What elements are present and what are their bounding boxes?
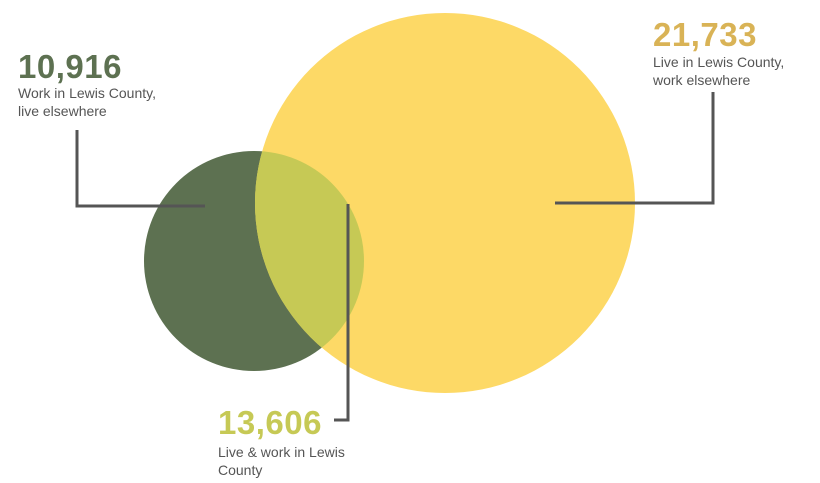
work-in-county-description-line1: Work in Lewis County, (18, 85, 156, 101)
leader-line-live-and-work (334, 204, 350, 422)
leader-line-live-in-county (555, 92, 715, 205)
live-in-county-description-line1: Live in Lewis County, (653, 54, 785, 70)
live-and-work-label: 13,606 Live & work in Lewis County (218, 406, 398, 479)
live-in-county-description: Live in Lewis County, work elsewhere (653, 53, 818, 89)
live-in-county-description-line2: work elsewhere (653, 72, 751, 88)
work-in-county-description: Work in Lewis County, live elsewhere (18, 84, 208, 120)
leader-line-work-in-county (75, 130, 205, 208)
live-in-county-value: 21,733 (653, 16, 757, 53)
live-in-county-label: 21,733 Live in Lewis County, work elsewh… (653, 18, 818, 89)
work-in-county-label: 10,916 Work in Lewis County, live elsewh… (18, 50, 208, 120)
live-and-work-description-line1: Live & work in Lewis (218, 444, 345, 460)
work-in-county-description-line2: live elsewhere (18, 103, 107, 119)
overlap-region (255, 151, 364, 371)
live-and-work-description-line2: County (218, 462, 263, 478)
work-in-county-value: 10,916 (18, 48, 122, 85)
live-and-work-value: 13,606 (218, 404, 322, 441)
live-and-work-description: Live & work in Lewis County (218, 443, 398, 479)
